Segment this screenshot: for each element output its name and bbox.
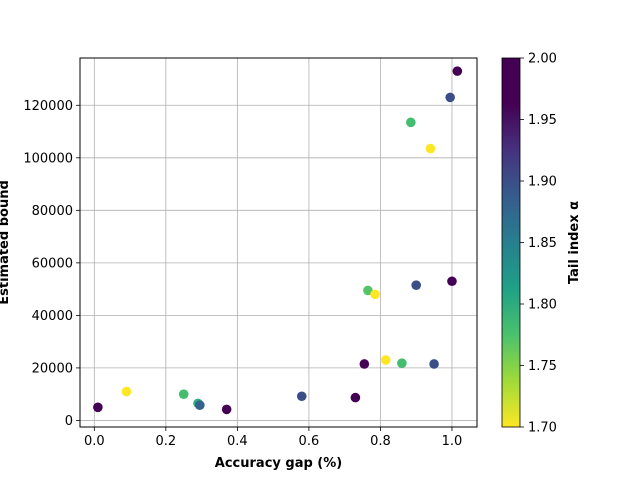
scatter-point xyxy=(397,358,407,368)
y-axis-label: Estimated bound xyxy=(0,180,12,305)
colorbar-tick-label: 1.70 xyxy=(528,421,557,436)
scatter-point xyxy=(363,285,373,296)
colorbar-tick-label: 1.95 xyxy=(528,113,557,128)
scatter-point xyxy=(411,280,421,290)
colorbar-ticks: 1.70 1.75 1.80 1.85 1.90 1.95 2.00 xyxy=(520,52,557,436)
scatter-point xyxy=(380,355,391,365)
scatter-point xyxy=(425,143,436,154)
colorbar-label: Tail index α xyxy=(567,201,582,284)
colorbar-tick-label: 1.90 xyxy=(528,175,557,190)
x-tick-label: 0.8 xyxy=(370,434,391,449)
y-tick-label: 100000 xyxy=(23,151,73,166)
scatter-point xyxy=(447,276,457,287)
scatter-points xyxy=(93,66,463,415)
scatter-point xyxy=(221,404,232,415)
scatter-point xyxy=(350,392,361,403)
scatter-point xyxy=(370,289,380,300)
y-tick-label: 40000 xyxy=(32,309,73,324)
axis-ticks: 0.0 0.2 0.4 0.6 0.8 1.0 0 20000 40000 60000 80000 1… xyxy=(23,99,462,449)
y-tick-label: 80000 xyxy=(32,204,73,219)
scatter-point xyxy=(178,389,189,399)
x-axis-label: Accuracy gap (%) xyxy=(215,456,342,471)
x-tick-label: 1.0 xyxy=(442,434,463,449)
grid-lines xyxy=(80,58,477,427)
scatter-point xyxy=(359,359,370,369)
x-tick-label: 0.6 xyxy=(299,434,320,449)
colorbar-tick-label: 1.80 xyxy=(528,298,557,313)
scatter-point xyxy=(296,391,307,402)
colorbar-tick-label: 2.00 xyxy=(528,52,557,67)
plot-area-frame xyxy=(79,57,478,428)
scatter-point xyxy=(121,386,132,397)
scatter-point xyxy=(445,92,455,103)
scatter-point xyxy=(452,66,463,76)
scatter-point xyxy=(429,359,439,369)
scatter-point xyxy=(93,402,103,413)
colorbar-tick-label: 1.75 xyxy=(528,359,557,374)
y-tick-label: 20000 xyxy=(32,361,73,376)
scatter-point xyxy=(406,117,416,128)
scatter-point xyxy=(195,400,205,411)
colorbar-tick-label: 1.85 xyxy=(528,236,557,251)
x-tick-label: 0.0 xyxy=(84,434,105,449)
x-tick-label: 0.4 xyxy=(227,434,248,449)
y-tick-label: 120000 xyxy=(23,99,73,114)
colorbar xyxy=(501,57,521,428)
y-tick-label: 0 xyxy=(65,414,73,429)
x-tick-label: 0.2 xyxy=(155,434,176,449)
y-tick-label: 60000 xyxy=(32,256,73,271)
